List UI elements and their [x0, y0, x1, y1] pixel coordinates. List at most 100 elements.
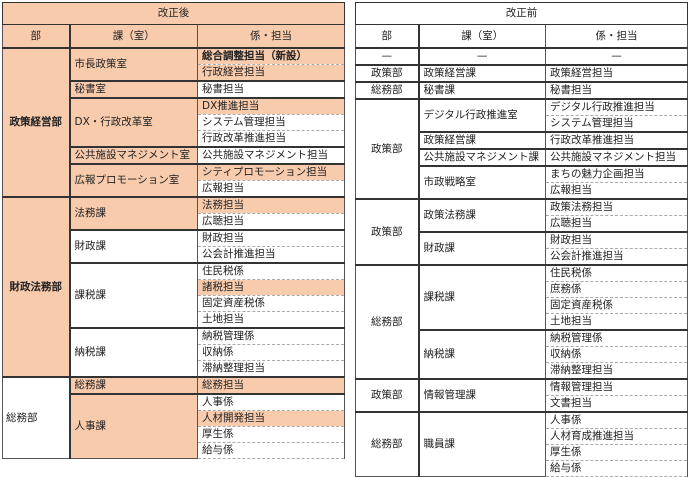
unit-cell: 公会計推進担当 — [545, 248, 688, 266]
section-cell: 納税課 — [418, 329, 546, 380]
header-department: 部 — [355, 24, 420, 49]
section-cell: 財政課 — [418, 231, 546, 266]
table-title: 改正前 — [355, 2, 688, 25]
unit-cell: シティプロモーション担当 — [197, 163, 345, 181]
table-row: 総務部 課税課 住民税係 — [355, 264, 688, 380]
department-cell: 財政法務部 — [2, 196, 71, 378]
table-row: 固定資産税係 — [356, 297, 688, 314]
unit-cell: 政策法務担当 — [545, 198, 688, 216]
unit-cell: 政策経営担当 — [545, 64, 688, 83]
unit-cell: 諸税担当 — [197, 279, 345, 296]
table-title: 改正後 — [2, 2, 345, 25]
table-row: 公会計推進担当 — [3, 246, 345, 264]
unit-cell: 法務担当 — [197, 196, 345, 214]
unit-cell: 情報管理担当 — [545, 378, 688, 396]
unit-cell: 総務担当 — [197, 376, 345, 395]
unit-cell: 財政担当 — [545, 231, 688, 249]
section-cell: 人事課 — [69, 393, 198, 459]
unit-cell: 住民税係 — [197, 262, 345, 280]
unit-cell: 人事係 — [545, 411, 688, 429]
table-row: 政策部 政策法務課 政策法務担当 — [355, 198, 688, 266]
header-section: 課（室） — [418, 24, 546, 49]
section-cell: 市長政策室 — [69, 47, 198, 82]
table-row: 収納係 — [3, 344, 345, 361]
section-cell: 市政戦略室 — [418, 165, 546, 200]
section-cell: 政策経営課 — [418, 64, 546, 83]
table-row: 財政課 財政担当 — [3, 229, 345, 264]
unit-cell: 納税管理係 — [545, 329, 688, 347]
header-department: 部 — [2, 24, 71, 49]
unit-cell: 給与係 — [197, 442, 345, 459]
section-cell: 広報プロモーション室 — [69, 163, 198, 198]
unit-cell: 収納係 — [197, 344, 345, 361]
unit-cell: 財政担当 — [197, 229, 345, 247]
unit-cell: 秘書担当 — [197, 80, 345, 99]
table-row: 政策部 デジタル行政推進室 デジタル行政推進担当 — [355, 98, 688, 200]
unit-cell: 厚生係 — [197, 426, 345, 443]
table-row: 広聴担当 — [356, 215, 688, 233]
header-unit: 係・担当 — [545, 24, 688, 49]
unit-cell: 土地担当 — [545, 313, 688, 331]
unit-cell: 土地担当 — [197, 311, 345, 329]
section-cell: 情報管理課 — [418, 378, 546, 413]
table-row: 公共施設マネジメント室 公共施設マネジメント担当 — [3, 146, 345, 165]
department-cell: 政策経営部 — [2, 47, 71, 198]
title-row: 改正後 — [2, 2, 345, 25]
table-row: 滞納整理担当 — [356, 362, 688, 380]
header-section: 課（室） — [69, 24, 198, 49]
section-cell: DX・行政改革室 — [69, 97, 198, 148]
unit-cell: 庶務係 — [545, 281, 688, 298]
unit-cell: 秘書担当 — [545, 81, 688, 100]
header-row: 部課（室） 係・担当 — [2, 24, 345, 49]
table-row: 滞納整理担当 — [3, 360, 345, 378]
unit-cell: 総合調整担当（新設） — [197, 47, 345, 65]
table-row: — — — — [355, 47, 688, 66]
table-row: 課税課 住民税係 — [3, 262, 345, 329]
table-row: 政策部 政策経営課 政策経営担当 — [355, 64, 688, 83]
department-cell: 総務部 — [355, 264, 420, 380]
table-row: システム管理担当 — [3, 114, 345, 131]
section-cell: 政策法務課 — [418, 198, 546, 233]
department-cell: 総務部 — [2, 376, 71, 459]
unit-cell: 人事係 — [197, 393, 345, 411]
unit-cell: まちの魅力企画担当 — [545, 165, 688, 183]
unit-cell: 広聴担当 — [197, 213, 345, 231]
section-cell: 総務課 — [69, 376, 198, 395]
header-unit: 係・担当 — [197, 24, 345, 49]
unit-cell: 人材育成推進担当 — [545, 428, 688, 445]
table-row: 財政課 財政担当 — [356, 231, 688, 266]
table-row: 納税課 納税管理係 — [3, 327, 345, 378]
unit-cell: 滞納整理担当 — [545, 362, 688, 380]
title-row: 改正前 — [355, 2, 688, 25]
section-cell: 秘書課 — [418, 81, 546, 100]
table-row: 政策部 情報管理課 情報管理担当 — [355, 378, 688, 413]
header-row: 部課（室） 係・担当 — [355, 24, 688, 49]
table-row: 総務部 秘書課 秘書担当 — [355, 81, 688, 100]
table-row: 諸税担当 — [3, 279, 345, 296]
section-cell: 課税課 — [418, 264, 546, 331]
unit-cell: 納税管理係 — [197, 327, 345, 345]
unit-cell: 人材開発担当 — [197, 410, 345, 427]
unit-cell: 給与係 — [545, 460, 688, 477]
table-row: 給与係 — [3, 442, 345, 459]
section-cell: 公共施設マネジメント室 — [69, 146, 198, 165]
table-row: 土地担当 — [3, 311, 345, 329]
unit-cell: 行政改革推進担当 — [197, 130, 345, 148]
unit-cell: 公共施設マネジメント担当 — [545, 148, 688, 167]
section-cell: 法務課 — [69, 196, 198, 231]
section-cell: — — [418, 47, 546, 66]
department-cell: 政策部 — [355, 378, 420, 413]
department-cell: 政策部 — [355, 64, 420, 83]
table-row: 人事課 人事係 — [3, 393, 345, 459]
unit-cell: 文書担当 — [545, 395, 688, 413]
unit-cell: 公共施設マネジメント担当 — [197, 146, 345, 165]
department-cell: 総務部 — [355, 81, 420, 100]
section-cell: 財政課 — [69, 229, 198, 264]
unit-cell: システム管理担当 — [197, 114, 345, 131]
department-cell: 総務部 — [355, 411, 420, 477]
unit-cell: 広報担当 — [545, 182, 688, 200]
section-cell: デジタル行政推進室 — [418, 98, 546, 133]
table-row: 政策経営部 市長政策室 総合調整担当（新設） — [2, 47, 345, 198]
table-row: 広報プロモーション室 シティプロモーション担当 — [3, 163, 345, 198]
section-cell: 政策経営課 — [418, 131, 546, 150]
